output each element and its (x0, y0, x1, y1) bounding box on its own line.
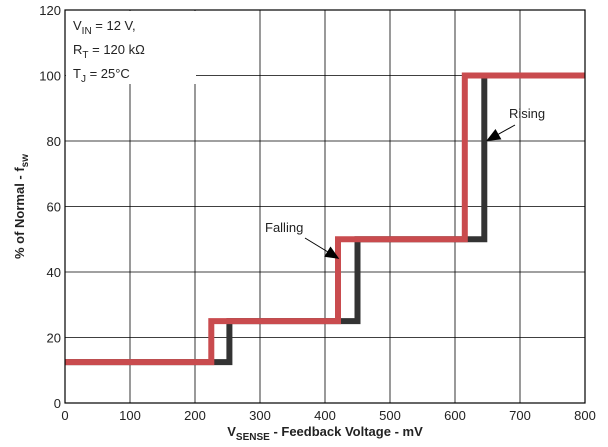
arrow-head-rising (486, 129, 502, 141)
x-tick-label: 100 (119, 408, 141, 423)
series-layer (65, 72, 585, 366)
y-tick-label: 40 (47, 265, 61, 280)
y-tick-label: 100 (39, 69, 61, 84)
x-tick-label: 700 (509, 408, 531, 423)
x-axis-title: VSENSE - Feedback Voltage - mV (227, 424, 423, 443)
x-tick-label: 800 (574, 408, 596, 423)
annotation-labels: Rising Falling (265, 106, 545, 235)
y-tick-label: 80 (47, 134, 61, 149)
y-tick-label: 120 (39, 3, 61, 18)
plot-frame (64, 9, 586, 404)
condition-2: RT = 120 kΩ (73, 42, 145, 61)
condition-1: VIN = 12 V, (73, 18, 136, 37)
x-tick-label: 600 (444, 408, 466, 423)
x-tick-label: 300 (249, 408, 271, 423)
x-tick-label: 200 (184, 408, 206, 423)
annotation-rising: Rising (509, 106, 545, 121)
conditions-box (66, 11, 196, 84)
series-line-rising (65, 72, 585, 366)
x-tick-label: 0 (61, 408, 68, 423)
x-tick-label: 500 (379, 408, 401, 423)
arrow-shaft-rising (498, 124, 516, 135)
y-axis-title: % of Normal - fsw (12, 154, 31, 259)
arrows (304, 124, 516, 259)
arrow-shaft-falling (304, 237, 328, 253)
y-tick-label: 60 (47, 200, 61, 215)
y-tick-label: 0 (54, 396, 61, 411)
x-tick-label: 400 (314, 408, 336, 423)
tick-labels: 0 100 200 300 400 500 600 700 800 0 20 40 60 80 100 120 (39, 3, 596, 423)
condition-3: TJ = 25°C (73, 66, 130, 85)
conditions-text: VIN = 12 V, RT = 120 kΩ TJ = 25°C (73, 18, 145, 85)
y-tick-label: 20 (47, 331, 61, 346)
series-line-falling (65, 72, 585, 366)
annotation-falling: Falling (265, 220, 303, 235)
arrow-head-falling (324, 246, 340, 259)
axis-titles: VSENSE - Feedback Voltage - mV % of Norma… (12, 154, 423, 443)
